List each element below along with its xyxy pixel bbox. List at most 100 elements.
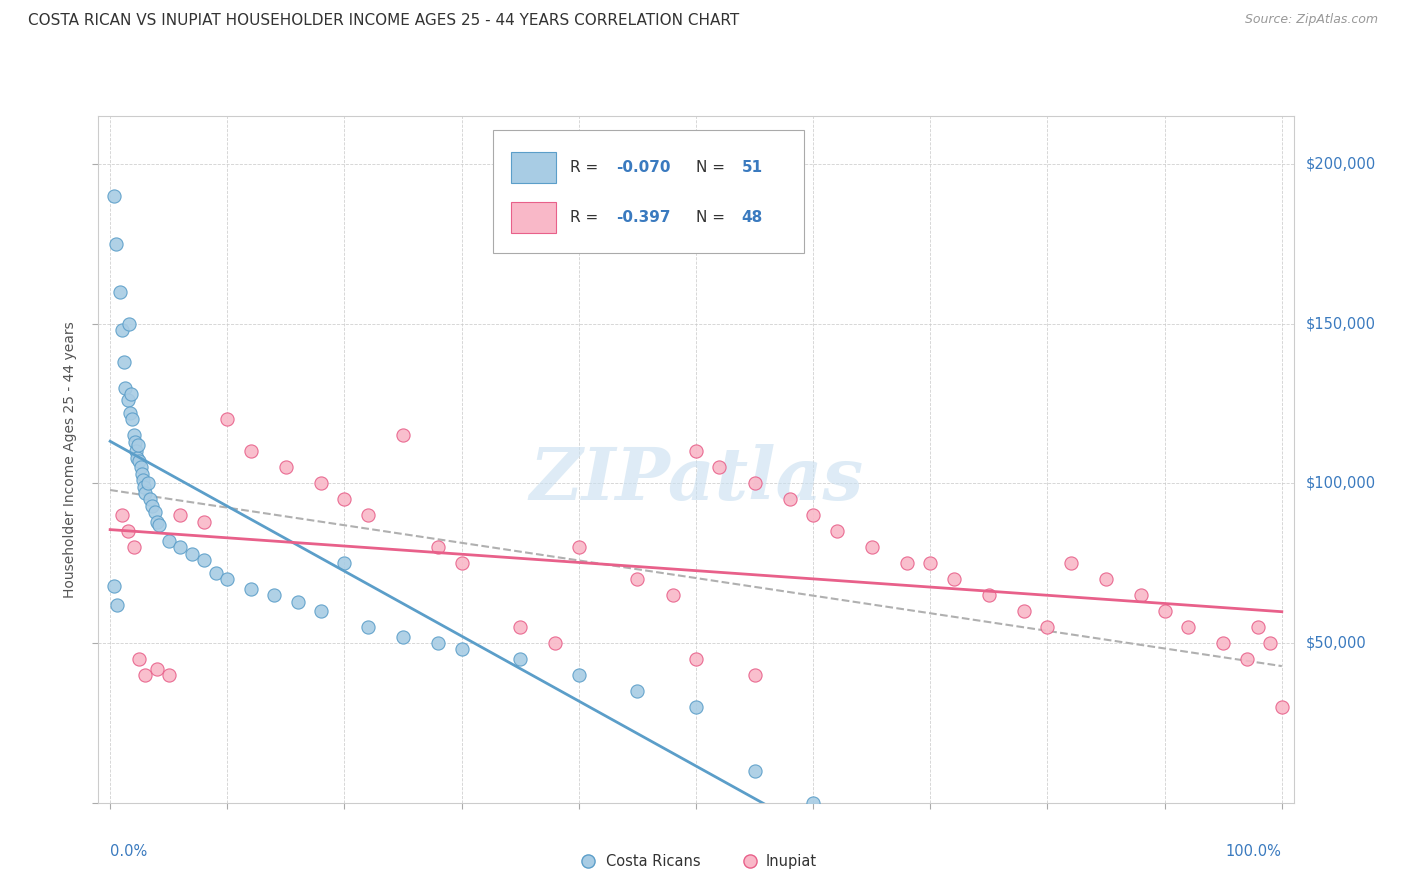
Point — [1036, 620, 1059, 634]
Text: -0.397: -0.397 — [616, 211, 671, 225]
Point — [392, 630, 415, 644]
Bar — [510, 202, 557, 233]
Point — [801, 508, 824, 523]
Bar — [494, 129, 804, 253]
Text: $150,000: $150,000 — [1305, 316, 1375, 331]
Point — [920, 556, 942, 570]
Point — [1095, 572, 1118, 586]
Point — [105, 598, 128, 612]
Text: -0.070: -0.070 — [616, 160, 671, 175]
Point — [744, 764, 766, 778]
Point — [860, 540, 883, 554]
Text: $100,000: $100,000 — [1305, 475, 1375, 491]
Text: 51: 51 — [741, 160, 762, 175]
Point — [146, 515, 169, 529]
Point — [1153, 604, 1175, 618]
Point — [544, 636, 567, 650]
Text: $200,000: $200,000 — [1305, 156, 1375, 171]
Point — [131, 467, 153, 481]
Point — [744, 476, 766, 491]
Point — [568, 540, 591, 554]
Point — [357, 508, 380, 523]
Point — [128, 652, 150, 666]
Point — [685, 444, 707, 458]
Point — [217, 572, 239, 586]
Point — [181, 547, 204, 561]
Point — [122, 540, 145, 554]
Point — [122, 428, 145, 442]
Point — [287, 594, 309, 608]
Point — [427, 636, 450, 650]
Point — [1236, 652, 1258, 666]
Point — [450, 642, 472, 657]
Point — [118, 317, 141, 331]
Point — [111, 323, 134, 337]
Text: 0.0%: 0.0% — [110, 844, 148, 859]
Point — [193, 515, 215, 529]
Point — [568, 668, 591, 682]
Point — [263, 588, 285, 602]
Point — [737, 796, 759, 810]
Point — [239, 444, 262, 458]
Point — [117, 393, 139, 408]
Text: N =: N = — [696, 160, 730, 175]
Point — [136, 476, 159, 491]
Point — [120, 387, 142, 401]
Point — [942, 572, 965, 586]
Point — [357, 620, 380, 634]
Point — [626, 684, 648, 698]
Point — [427, 540, 450, 554]
Point — [1258, 636, 1281, 650]
Point — [169, 540, 191, 554]
Text: Source: ZipAtlas.com: Source: ZipAtlas.com — [1244, 13, 1378, 27]
Point — [1177, 620, 1199, 634]
Point — [139, 492, 162, 507]
Point — [685, 700, 707, 714]
Point — [1060, 556, 1083, 570]
Point — [117, 524, 139, 539]
Point — [509, 652, 531, 666]
Point — [105, 236, 128, 251]
Point — [157, 533, 180, 548]
Point — [125, 444, 148, 458]
Text: COSTA RICAN VS INUPIAT HOUSEHOLDER INCOME AGES 25 - 44 YEARS CORRELATION CHART: COSTA RICAN VS INUPIAT HOUSEHOLDER INCOM… — [28, 13, 740, 29]
Point — [217, 412, 239, 426]
Y-axis label: Householder Income Ages 25 - 44 years: Householder Income Ages 25 - 44 years — [63, 321, 77, 598]
Point — [112, 355, 135, 369]
Point — [239, 582, 262, 596]
Point — [1130, 588, 1153, 602]
Point — [103, 189, 125, 203]
Point — [392, 428, 415, 442]
Point — [111, 508, 134, 523]
Text: R =: R = — [571, 211, 603, 225]
Text: 48: 48 — [741, 211, 762, 225]
Point — [977, 588, 1000, 602]
Point — [146, 662, 169, 676]
Point — [509, 620, 531, 634]
Point — [148, 517, 170, 532]
Point — [121, 412, 143, 426]
Point — [134, 668, 156, 682]
Text: 100.0%: 100.0% — [1226, 844, 1282, 859]
Text: Costa Ricans: Costa Ricans — [606, 854, 702, 869]
Point — [579, 796, 602, 810]
Point — [124, 434, 146, 449]
Point — [450, 556, 472, 570]
Point — [204, 566, 226, 580]
Point — [274, 460, 297, 475]
Point — [309, 476, 332, 491]
Point — [1247, 620, 1270, 634]
Point — [157, 668, 180, 682]
Text: ZIPatlas: ZIPatlas — [529, 444, 863, 516]
Point — [333, 492, 356, 507]
Point — [143, 505, 166, 519]
Text: N =: N = — [696, 211, 730, 225]
Bar — [510, 152, 557, 183]
Point — [134, 486, 156, 500]
Point — [309, 604, 332, 618]
Point — [661, 588, 683, 602]
Point — [169, 508, 191, 523]
Point — [896, 556, 918, 570]
Point — [685, 652, 707, 666]
Point — [801, 796, 824, 810]
